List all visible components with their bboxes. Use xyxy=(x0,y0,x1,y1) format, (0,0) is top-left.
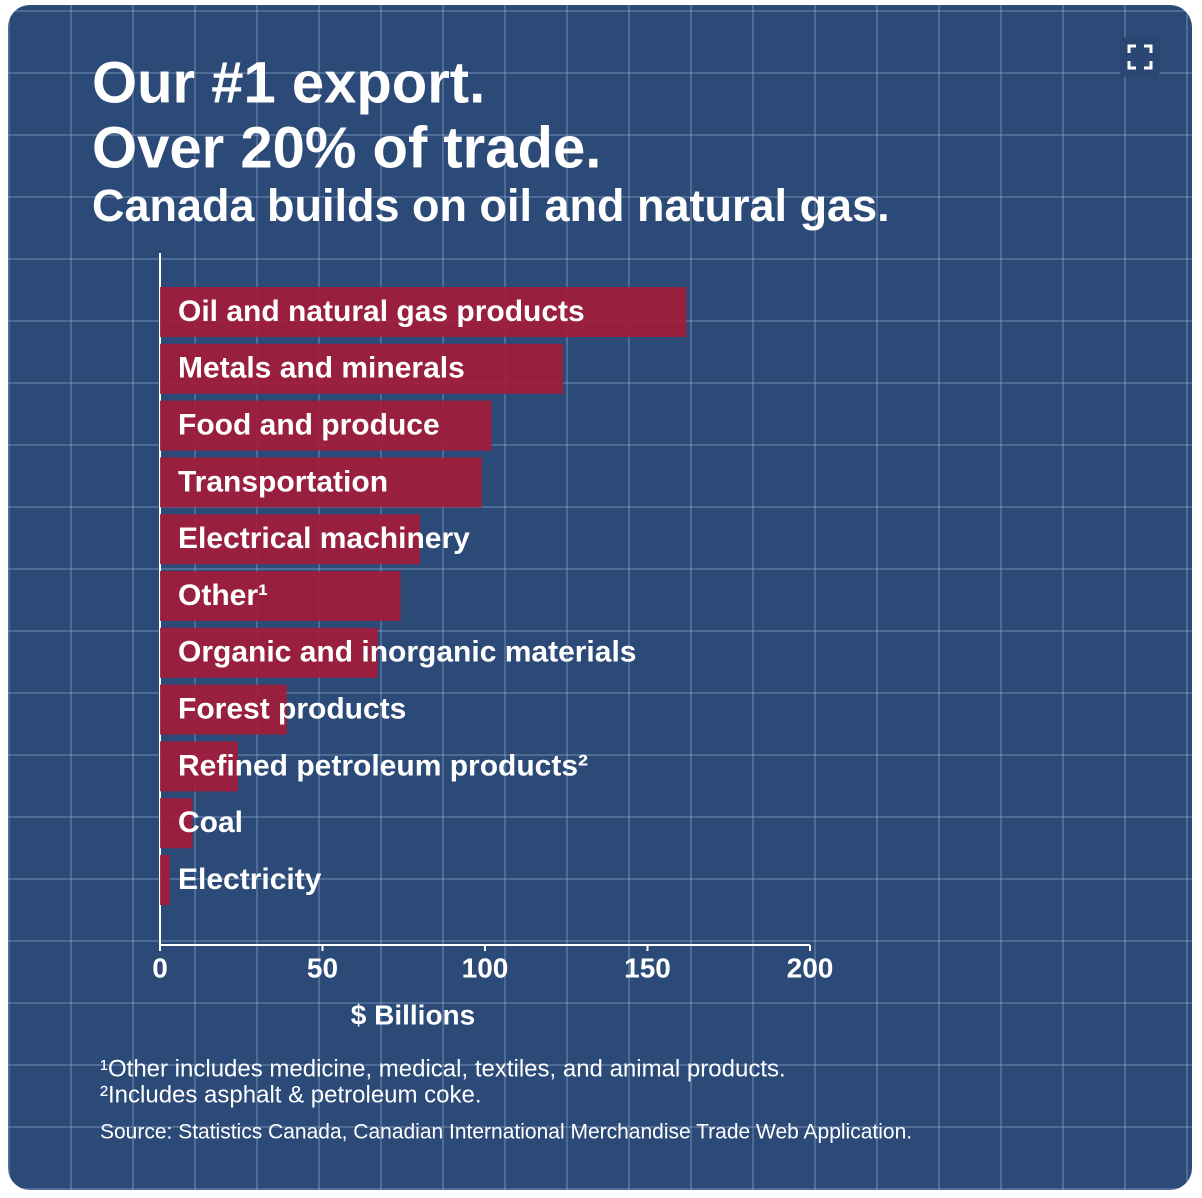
bar-label: Electricity xyxy=(178,863,322,896)
bar-label: Forest products xyxy=(178,693,406,726)
subtitle: Canada builds on oil and natural gas. xyxy=(92,180,890,231)
bar xyxy=(160,400,492,451)
bar xyxy=(160,343,563,394)
card: Our #1 export. Over 20% of trade. Canada… xyxy=(8,5,1192,1190)
title-line: Our #1 export. xyxy=(92,50,485,115)
x-tick-label: 200 xyxy=(787,952,834,983)
bar xyxy=(160,741,238,792)
bar xyxy=(160,457,482,508)
bar xyxy=(160,798,193,849)
bar-label: Metals and minerals xyxy=(178,352,465,385)
bar-label: Refined petroleum products² xyxy=(178,749,588,782)
source: Source: Statistics Canada, Canadian Inte… xyxy=(100,1121,912,1144)
footnote: ²Includes asphalt & petroleum coke. xyxy=(100,1081,482,1108)
bar-label: Oil and natural gas products xyxy=(178,295,585,328)
expand-icon[interactable] xyxy=(1120,37,1160,77)
x-tick-label: 150 xyxy=(624,952,671,983)
bar xyxy=(160,571,401,621)
bar-label: Other¹ xyxy=(178,579,268,612)
bar-label: Transportation xyxy=(178,465,388,498)
x-tick-label: 50 xyxy=(307,952,338,983)
bar-label: Electrical machinery xyxy=(178,522,470,555)
bar xyxy=(160,684,287,735)
bar xyxy=(160,627,378,678)
bar xyxy=(160,514,420,565)
x-tick-label: 100 xyxy=(462,952,509,983)
x-tick-label: 0 xyxy=(152,952,168,983)
chart: Our #1 export. Over 20% of trade. Canada… xyxy=(92,37,1160,1144)
bar xyxy=(160,855,170,905)
bar-label: Organic and inorganic materials xyxy=(178,636,636,669)
bar xyxy=(160,287,687,337)
bar-label: Food and produce xyxy=(178,409,440,442)
bar-label: Coal xyxy=(178,806,243,839)
title-line: Over 20% of trade. xyxy=(92,115,601,180)
footnote: ¹Other includes medicine, medical, texti… xyxy=(100,1055,786,1082)
x-axis-label: $ Billions xyxy=(351,999,475,1030)
